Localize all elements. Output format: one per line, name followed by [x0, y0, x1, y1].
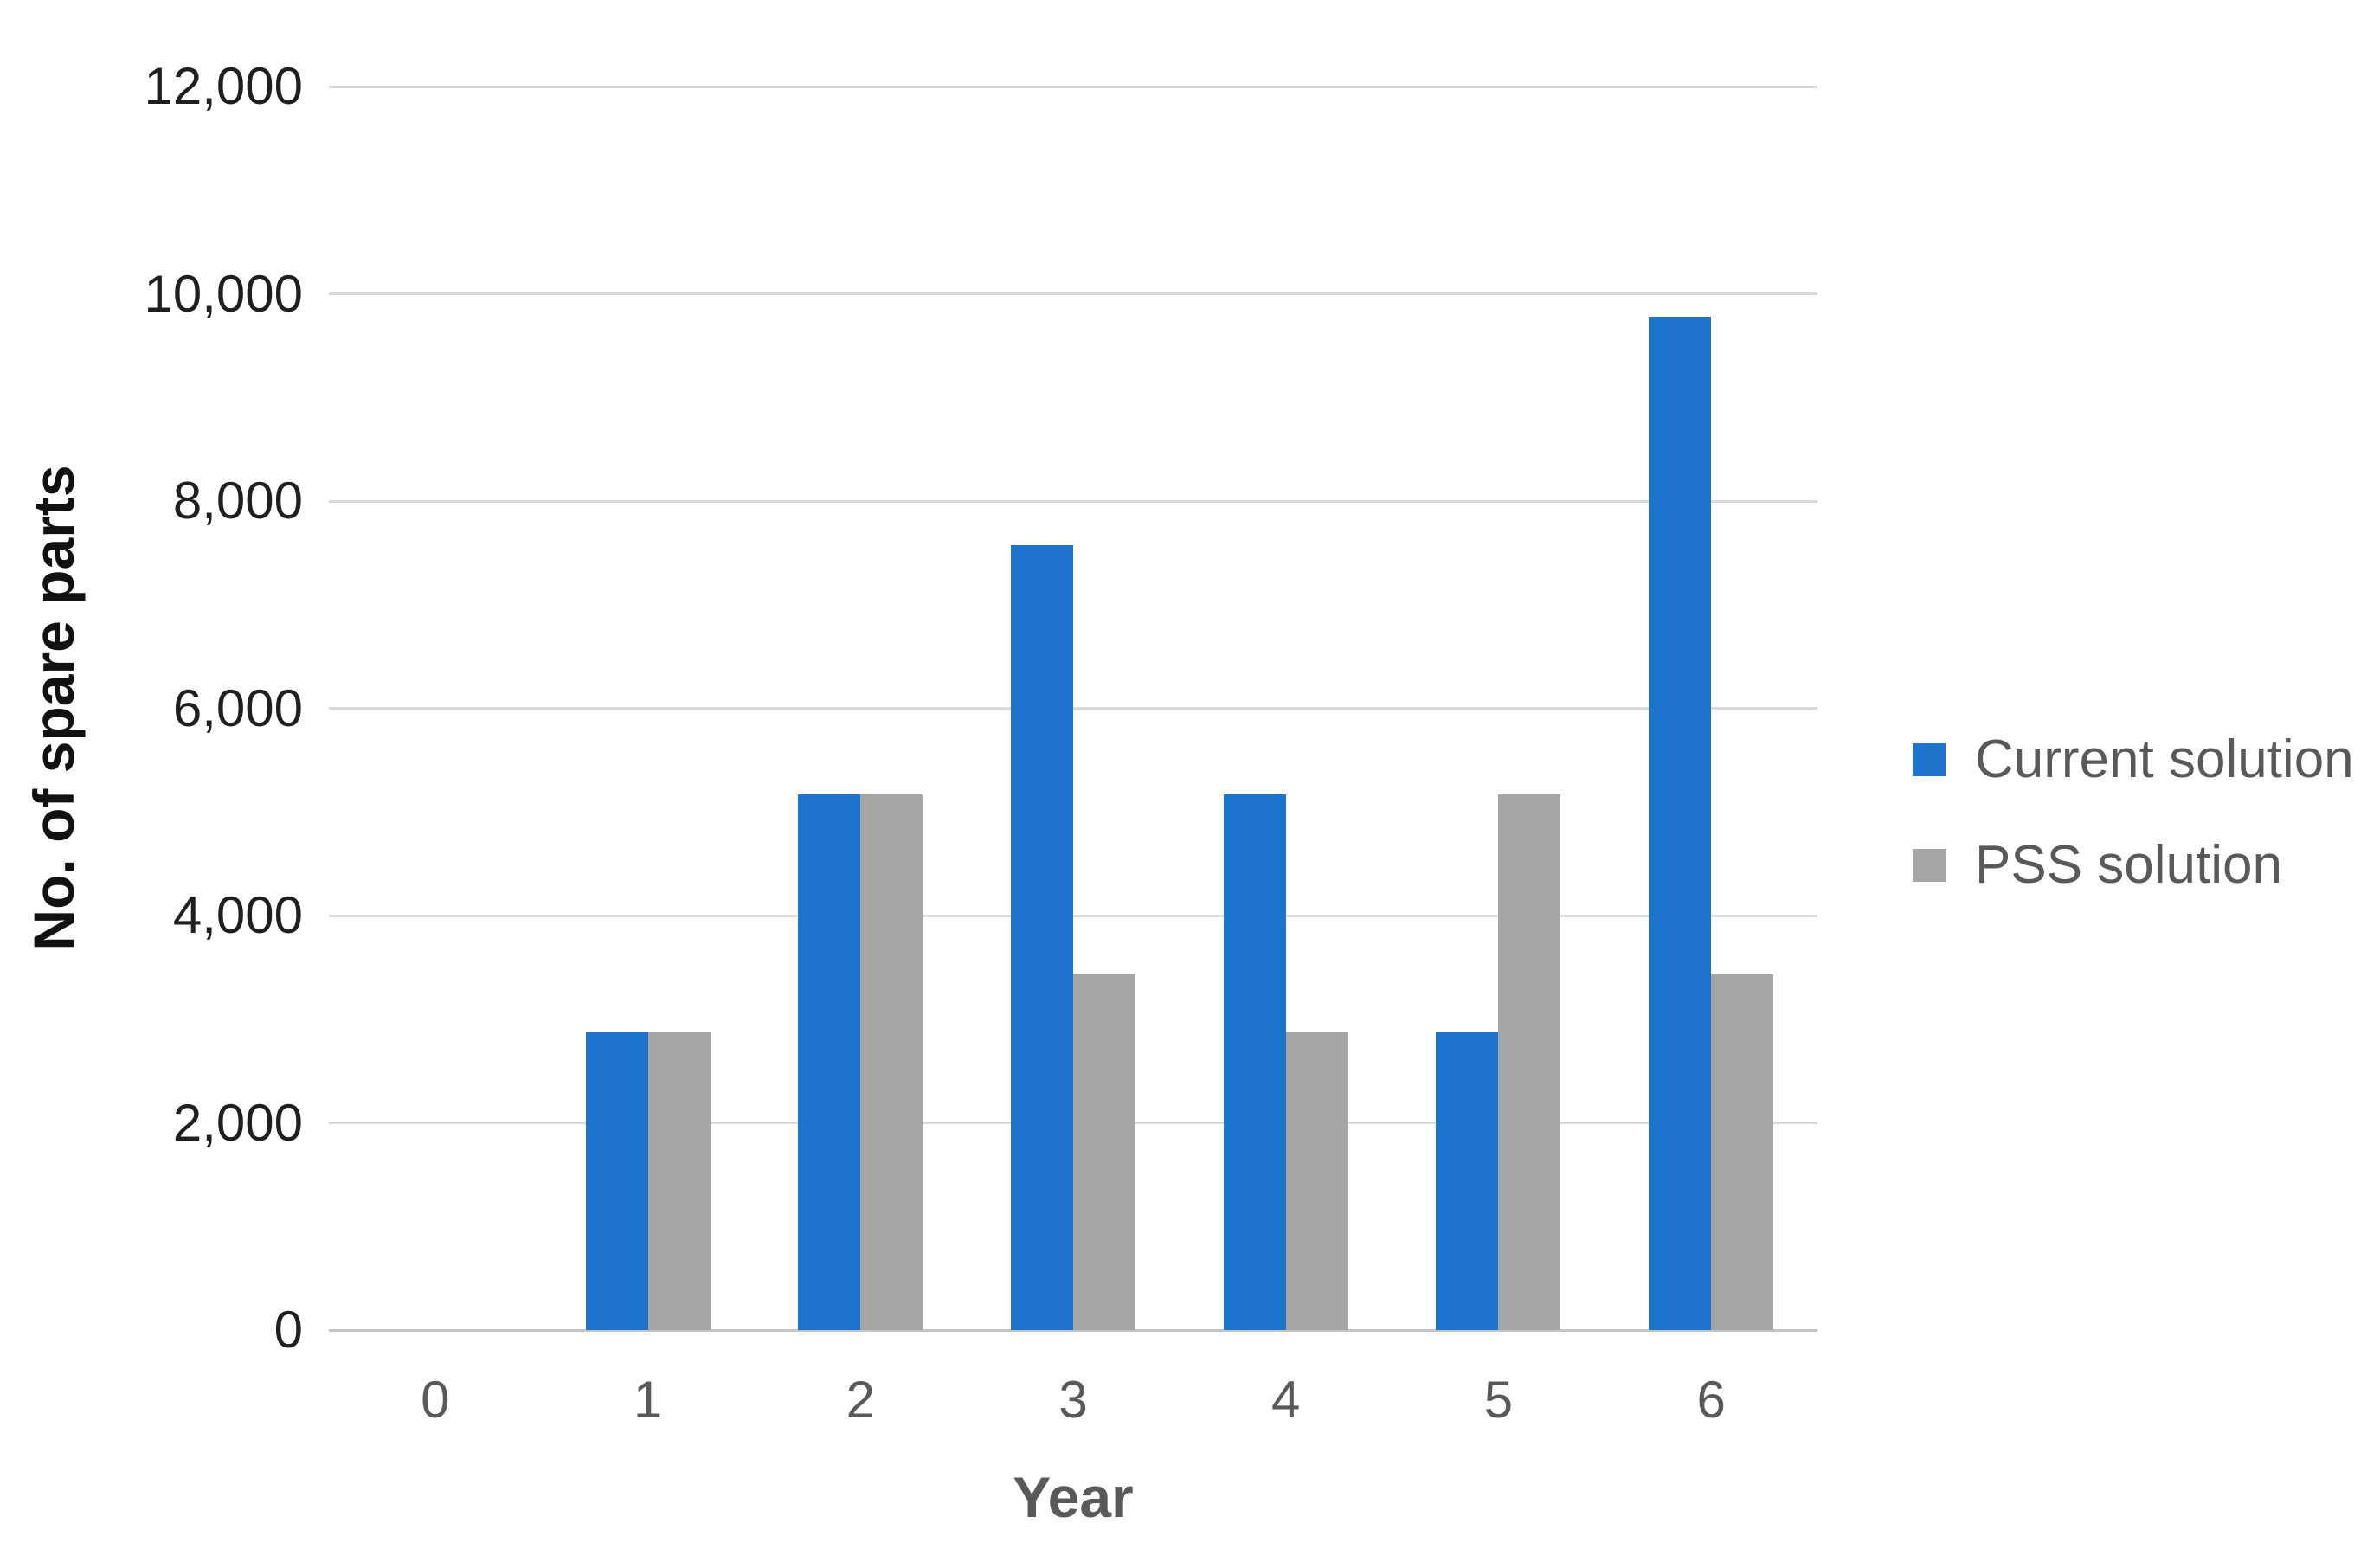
bar-pss-solution-year-2 [860, 794, 923, 1330]
bar-pss-solution-year-6 [1711, 974, 1774, 1330]
x-tick-label: 2 [846, 1371, 875, 1429]
legend-label-pss-solution: PSS solution [1975, 835, 2282, 895]
bar-current-solution-year-2 [798, 794, 861, 1330]
legend: Current solution PSS solution [1913, 731, 2354, 894]
bar-pss-solution-year-5 [1498, 794, 1561, 1330]
gridline [329, 707, 1817, 710]
x-axis-line [329, 1328, 1817, 1332]
bar-pss-solution-year-4 [1285, 1032, 1348, 1330]
x-tick-label: 6 [1696, 1371, 1726, 1429]
bar-pss-solution-year-1 [647, 1032, 711, 1330]
x-tick-label: 1 [633, 1371, 663, 1429]
x-tick-label: 4 [1271, 1371, 1301, 1429]
legend-swatch-current-solution-icon [1913, 743, 1946, 776]
legend-entry-current-solution: Current solution [1913, 731, 2354, 788]
x-tick-label: 3 [1058, 1371, 1088, 1429]
gridline [329, 85, 1817, 88]
bar-current-solution-year-5 [1436, 1032, 1499, 1330]
gridline [329, 292, 1817, 295]
bar-current-solution-year-3 [1011, 545, 1073, 1330]
legend-entry-pss-solution: PSS solution [1913, 837, 2354, 894]
gridline [329, 914, 1817, 917]
bar-current-solution-year-4 [1223, 794, 1286, 1330]
bar-current-solution-year-1 [585, 1032, 648, 1330]
gridline [329, 499, 1817, 503]
x-tick-label: 5 [1483, 1371, 1514, 1429]
y-tick-label: 6,000 [172, 678, 303, 737]
legend-label-current-solution: Current solution [1975, 730, 2354, 789]
y-tick-label: 2,000 [172, 1093, 303, 1152]
bar-pss-solution-year-3 [1073, 974, 1135, 1330]
y-tick-label: 4,000 [172, 886, 303, 944]
x-tick-label: 0 [421, 1371, 450, 1429]
y-tick-label: 8,000 [172, 472, 303, 530]
bar-current-solution-year-6 [1649, 316, 1712, 1330]
y-tick-label: 10,000 [144, 264, 303, 323]
y-tick-label: 12,000 [144, 57, 303, 115]
legend-swatch-pss-solution-icon [1913, 849, 1946, 882]
x-axis-title: Year [1013, 1465, 1134, 1529]
y-tick-label: 0 [273, 1301, 303, 1359]
